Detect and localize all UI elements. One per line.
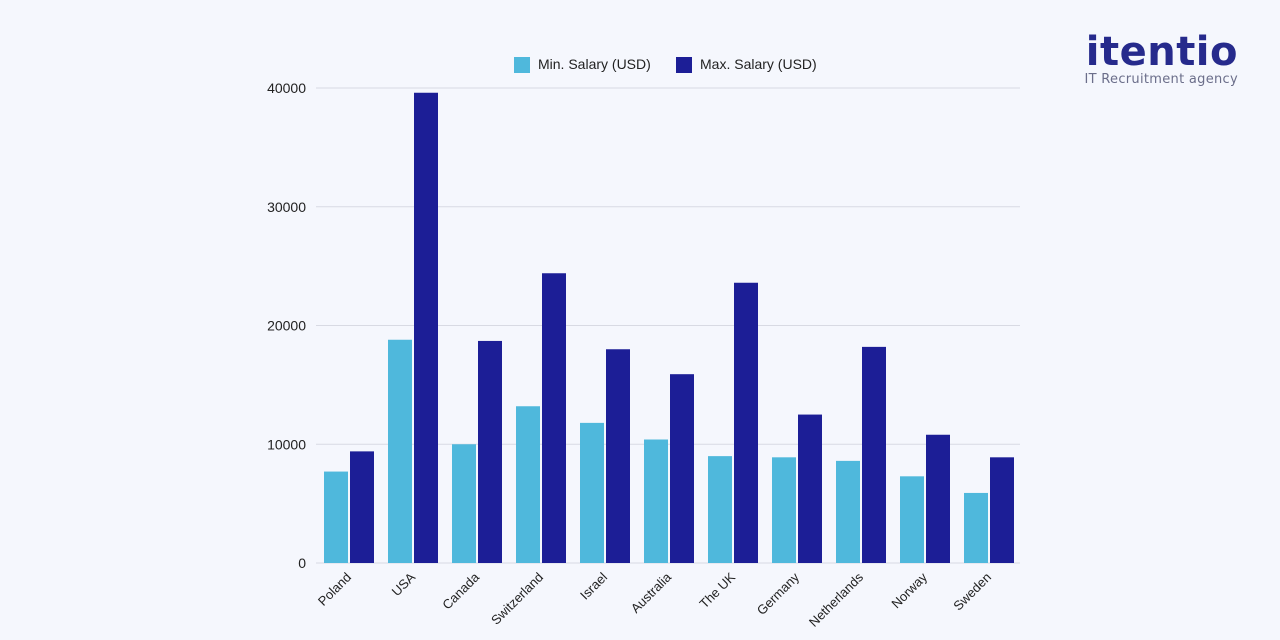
legend-swatch — [676, 57, 692, 73]
bar-max-israel — [606, 349, 630, 563]
bar-max-germany — [798, 414, 822, 563]
bar-min-usa — [388, 339, 412, 563]
brand-logo: itentio IT Recruitment agency — [1084, 30, 1238, 87]
x-category-label: Netherlands — [806, 569, 867, 630]
bar-min-netherlands — [836, 460, 860, 563]
bar-min-sweden — [964, 492, 988, 563]
bar-max-australia — [670, 374, 694, 563]
bar-min-poland — [324, 471, 348, 563]
bar-max-poland — [350, 451, 374, 563]
x-category-label: Israel — [577, 569, 610, 602]
x-axis-labels: Poland USA Canada Switzerland Israel Australi… — [315, 569, 994, 630]
bar-min-switzerland — [516, 406, 540, 563]
bar-max-the-uk — [734, 282, 758, 563]
brand-tagline: IT Recruitment agency — [1084, 72, 1238, 87]
legend-label: Min. Salary (USD) — [538, 56, 651, 72]
y-tick-label: 30000 — [267, 199, 306, 215]
legend: Min. Salary (USD) Max. Salary (USD) — [514, 56, 817, 73]
bar-min-norway — [900, 476, 924, 563]
x-category-label: Norway — [888, 569, 930, 611]
bar-max-sweden — [990, 457, 1014, 563]
bar-max-switzerland — [542, 273, 566, 563]
y-tick-label: 40000 — [267, 80, 306, 96]
x-category-label: USA — [389, 569, 419, 599]
x-category-label: Canada — [439, 569, 482, 612]
x-category-label: Germany — [754, 569, 803, 618]
bar-min-canada — [452, 444, 476, 563]
bar-max-netherlands — [862, 346, 886, 563]
y-tick-label: 0 — [298, 555, 306, 571]
bar-min-germany — [772, 457, 796, 563]
bar-max-norway — [926, 434, 950, 563]
bar-max-canada — [478, 340, 502, 563]
bar-min-the-uk — [708, 456, 732, 563]
x-category-label: Poland — [315, 570, 354, 609]
y-tick-label: 10000 — [267, 436, 306, 452]
bars — [324, 92, 1014, 563]
y-tick-label: 20000 — [267, 318, 306, 334]
bar-min-australia — [644, 439, 668, 563]
y-axis-ticks: 0 10000 20000 30000 40000 — [267, 80, 306, 571]
x-category-label: Australia — [628, 569, 675, 616]
x-category-label: The UK — [696, 569, 738, 611]
x-category-label: Sweden — [950, 570, 994, 614]
brand-name: itentio — [1085, 29, 1238, 75]
bar-min-israel — [580, 422, 604, 563]
bar-max-usa — [414, 92, 438, 563]
x-category-label: Switzerland — [488, 570, 546, 628]
legend-label: Max. Salary (USD) — [700, 56, 817, 72]
legend-swatch — [514, 57, 530, 73]
